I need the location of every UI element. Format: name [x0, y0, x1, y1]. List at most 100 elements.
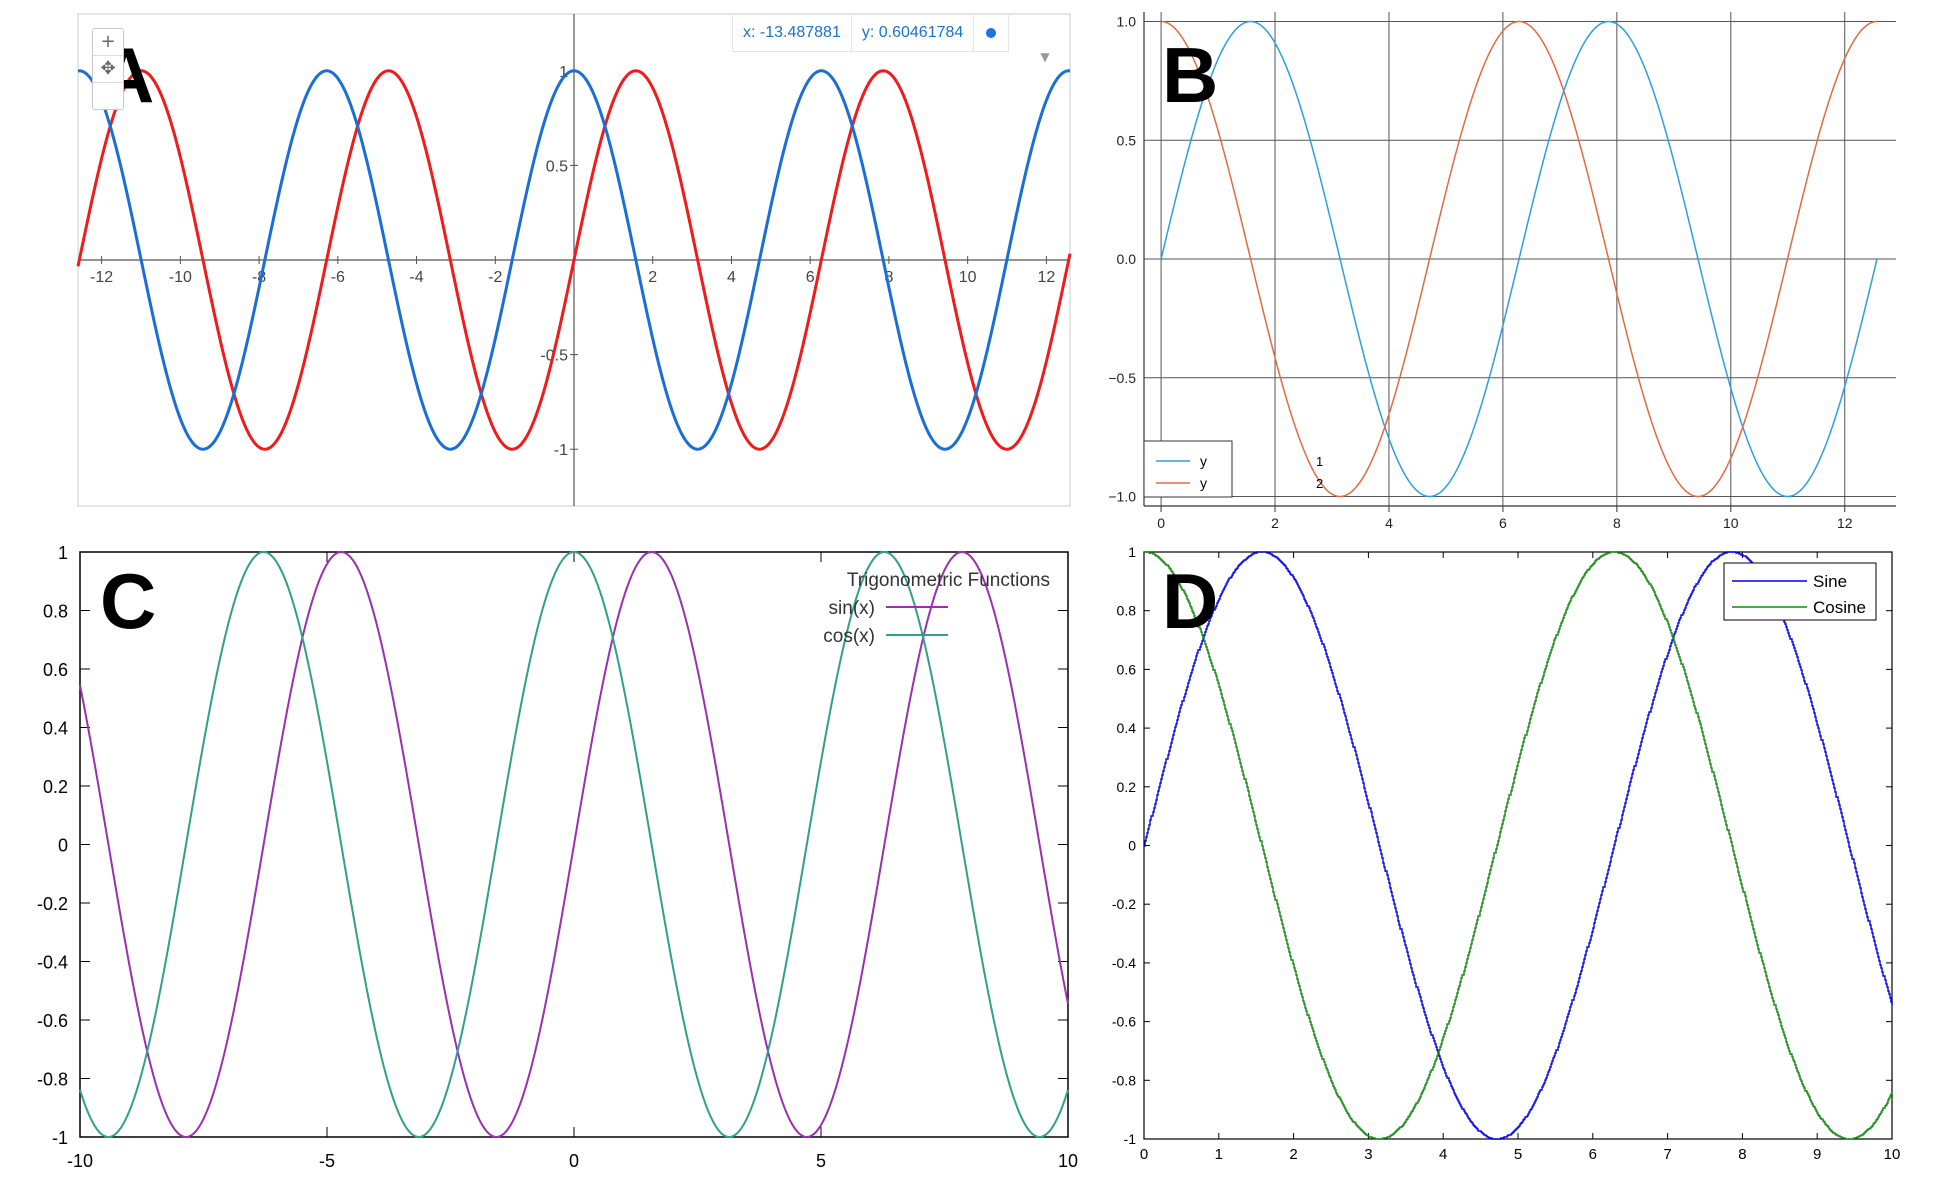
panel-b-legend: y y 1 2 [1143, 440, 1323, 498]
x-tick-label: 4 [1385, 515, 1393, 531]
y-tick-label: −0.5 [1108, 370, 1136, 386]
y-tick-label: 0 [1128, 838, 1136, 854]
x-tick-label: 4 [1439, 1146, 1447, 1163]
panel-d-legend-box [1723, 562, 1877, 621]
x-tick-label: 9 [1813, 1146, 1821, 1163]
x-tick-label: 6 [806, 269, 815, 286]
y-tick-label: -0.4 [1112, 955, 1136, 971]
series-line-y [1161, 20, 1877, 498]
panel-b-series [1160, 20, 1878, 498]
x-tick-label: 6 [1589, 1146, 1597, 1163]
panel-letter-d: D [1162, 557, 1218, 645]
series-line-cos-x- [77, 69, 1071, 451]
x-tick-label: 7 [1663, 1146, 1671, 1163]
pan-button[interactable]: ✥ [93, 56, 123, 83]
series-line-sin-x- [76, 69, 1072, 451]
y-tick-label: 0.0 [1117, 251, 1137, 267]
x-tick-label: 2 [1271, 515, 1279, 531]
x-tick-label: 2 [648, 269, 657, 286]
y-tick-label: 1 [559, 64, 568, 81]
coordinate-readout: x: -13.487881 y: 0.60461784 [732, 14, 1010, 52]
y-tick-label: 0.8 [43, 602, 68, 622]
y-tick-label: 0.2 [43, 777, 68, 797]
legend-label-y2: y [1200, 475, 1207, 491]
y-tick-label: 0 [58, 836, 68, 856]
legend-label-sine: Sine [1813, 572, 1847, 591]
y-tick-label: 0.6 [1117, 661, 1137, 677]
x-tick-label: 0 [569, 1151, 579, 1171]
readout-y: y: 0.60461784 [852, 15, 975, 51]
panel-letter-c: C [100, 557, 156, 645]
y-tick-label: -0.6 [37, 1011, 68, 1031]
zoom-control-extra[interactable] [93, 83, 123, 109]
zoom-controls: + ✥ [92, 28, 124, 110]
panel-d-series [1144, 551, 1893, 1140]
zoom-in-button[interactable]: + [93, 29, 123, 56]
panel-d-frame [1143, 551, 1893, 1140]
x-tick-label: 10 [1884, 1146, 1901, 1163]
x-tick-label: 10 [1723, 515, 1739, 531]
x-tick-label: -6 [331, 269, 345, 286]
panel-d-legend: Sine Cosine [1723, 562, 1877, 621]
panel-letter-b: B [1162, 31, 1218, 119]
x-tick-label: -2 [488, 269, 502, 286]
y-tick-label: -0.6 [1112, 1014, 1136, 1030]
readout-dot-icon[interactable] [986, 28, 997, 38]
y-tick-label: 1 [58, 543, 68, 563]
chevron-down-icon[interactable]: ▼ [1040, 50, 1050, 64]
series-line-sine [1144, 551, 1893, 1140]
panel-b: 1.00.50.0−0.5−1.00 2 4 6 8 10 12 y y 1 2 B [1108, 12, 1896, 531]
y-tick-label: 0.5 [1117, 132, 1137, 148]
x-tick-label: -10 [169, 269, 192, 286]
panel-b-grid [1143, 12, 1896, 512]
y-tick-label: -0.2 [37, 894, 68, 914]
y-tick-label: -0.8 [37, 1070, 68, 1090]
series-line-cos-x- [79, 550, 1069, 1139]
panel-c-series [79, 550, 1069, 1139]
legend-index-1: 1 [1316, 454, 1323, 469]
x-tick-label: 6 [1499, 515, 1507, 531]
panel-a-series [76, 69, 1072, 451]
legend-label-sin: sin(x) [829, 598, 875, 619]
x-tick-label: 8 [1738, 1146, 1746, 1163]
x-tick-label: 2 [1289, 1146, 1297, 1163]
x-tick-label: -12 [90, 269, 113, 286]
y-tick-label: -0.4 [37, 953, 68, 973]
x-tick-label: 4 [727, 269, 736, 286]
x-tick-label: 12 [1837, 515, 1853, 531]
legend-index-2: 2 [1316, 476, 1323, 491]
panel-d: 10.80.60.40.20-0.2-0.4-0.6-0.8-10 1 2 3 4 5 6 7… [1112, 544, 1900, 1163]
legend-label-cosine: Cosine [1813, 598, 1866, 617]
x-tick-label: 12 [1037, 269, 1055, 286]
panel-c-legend: Trigonometric Functions sin(x) cos(x) [823, 570, 1050, 647]
y-tick-label: -0.2 [1112, 896, 1136, 912]
x-tick-label: 8 [1613, 515, 1621, 531]
y-tick-label: -1 [52, 1128, 68, 1148]
y-tick-label: 0.4 [1117, 720, 1137, 736]
readout-x: x: -13.487881 [733, 15, 852, 51]
x-tick-label: 0 [1140, 1146, 1148, 1163]
x-tick-label: 5 [1514, 1146, 1522, 1163]
panel-c: 1 0.8 0.6 0.4 0.2 0 -0.2 -0.4 -0.6 -0.8 -1 -10 -5 0 5 1… [37, 543, 1078, 1171]
y-tick-label: 0.4 [43, 719, 68, 739]
x-tick-label: 10 [1058, 1151, 1078, 1171]
y-tick-label: 0.6 [43, 660, 68, 680]
legend-label-cos: cos(x) [823, 626, 875, 647]
x-tick-label: 1 [1215, 1146, 1223, 1163]
x-tick-label: 0 [1157, 515, 1165, 531]
y-tick-label: 0.2 [1117, 779, 1137, 795]
panel-c-tick-labels: 1 0.8 0.6 0.4 0.2 0 -0.2 -0.4 -0.6 -0.8 -1 -10 -5 0 5 1… [37, 543, 1078, 1171]
legend-label-y1: y [1200, 453, 1207, 469]
y-tick-label: -1 [554, 442, 568, 459]
series-line-cosine [1144, 551, 1893, 1140]
panel-d-tick-labels: 10.80.60.40.20-0.2-0.4-0.6-0.8-10 1 2 3 4 5 6 7… [1112, 544, 1900, 1163]
panel-b-legend-box [1143, 440, 1233, 498]
y-tick-label: 1 [1128, 544, 1136, 560]
x-tick-label: 10 [959, 269, 977, 286]
y-tick-label: -1 [1124, 1131, 1137, 1147]
x-tick-label: 3 [1364, 1146, 1372, 1163]
panel-b-tick-labels: 1.00.50.0−0.5−1.00 2 4 6 8 10 12 [1108, 14, 1852, 532]
